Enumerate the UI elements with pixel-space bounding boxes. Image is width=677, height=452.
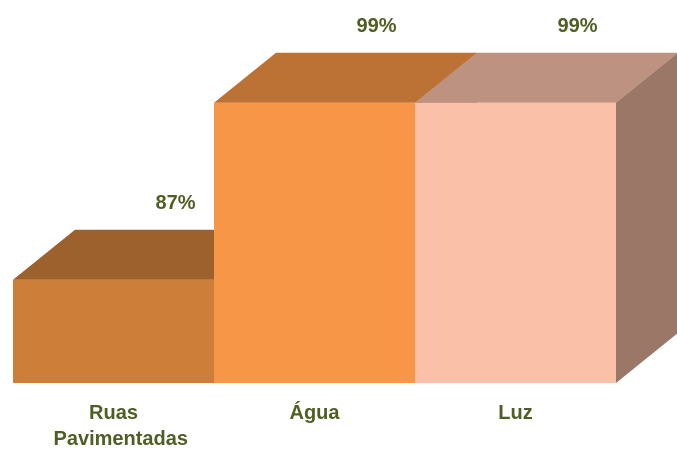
x-tick-label: Ruas Pavimentadas xyxy=(53,402,189,450)
bar xyxy=(415,102,616,383)
bar xyxy=(13,279,214,383)
value-label: 87% xyxy=(155,192,195,214)
x-tick-label: Água xyxy=(289,402,340,424)
bar-top xyxy=(415,52,677,103)
bar xyxy=(214,102,415,383)
x-tick-label: Luz xyxy=(498,402,533,424)
bar-top xyxy=(13,229,276,280)
bar-side xyxy=(616,53,677,383)
value-label: 99% xyxy=(356,15,396,37)
bar-top xyxy=(214,52,477,103)
value-label: 99% xyxy=(557,15,597,37)
